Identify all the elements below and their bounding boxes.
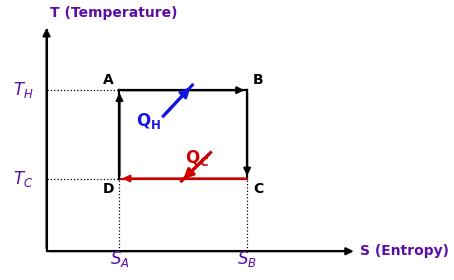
Text: C: C	[253, 182, 263, 196]
Text: T (Temperature): T (Temperature)	[50, 6, 178, 20]
Text: $S_B$: $S_B$	[237, 249, 257, 269]
Text: S (Entropy): S (Entropy)	[360, 244, 449, 258]
Text: $T_H$: $T_H$	[13, 80, 33, 100]
Text: D: D	[103, 182, 114, 196]
Text: A: A	[103, 73, 114, 87]
Text: $\mathbf{Q}_\mathbf{H}$: $\mathbf{Q}_\mathbf{H}$	[136, 111, 162, 131]
Text: $S_A$: $S_A$	[109, 249, 129, 269]
Text: $\mathbf{Q}_\mathbf{C}$: $\mathbf{Q}_\mathbf{C}$	[185, 148, 209, 168]
Text: $T_C$: $T_C$	[13, 169, 33, 188]
Text: B: B	[253, 73, 263, 87]
